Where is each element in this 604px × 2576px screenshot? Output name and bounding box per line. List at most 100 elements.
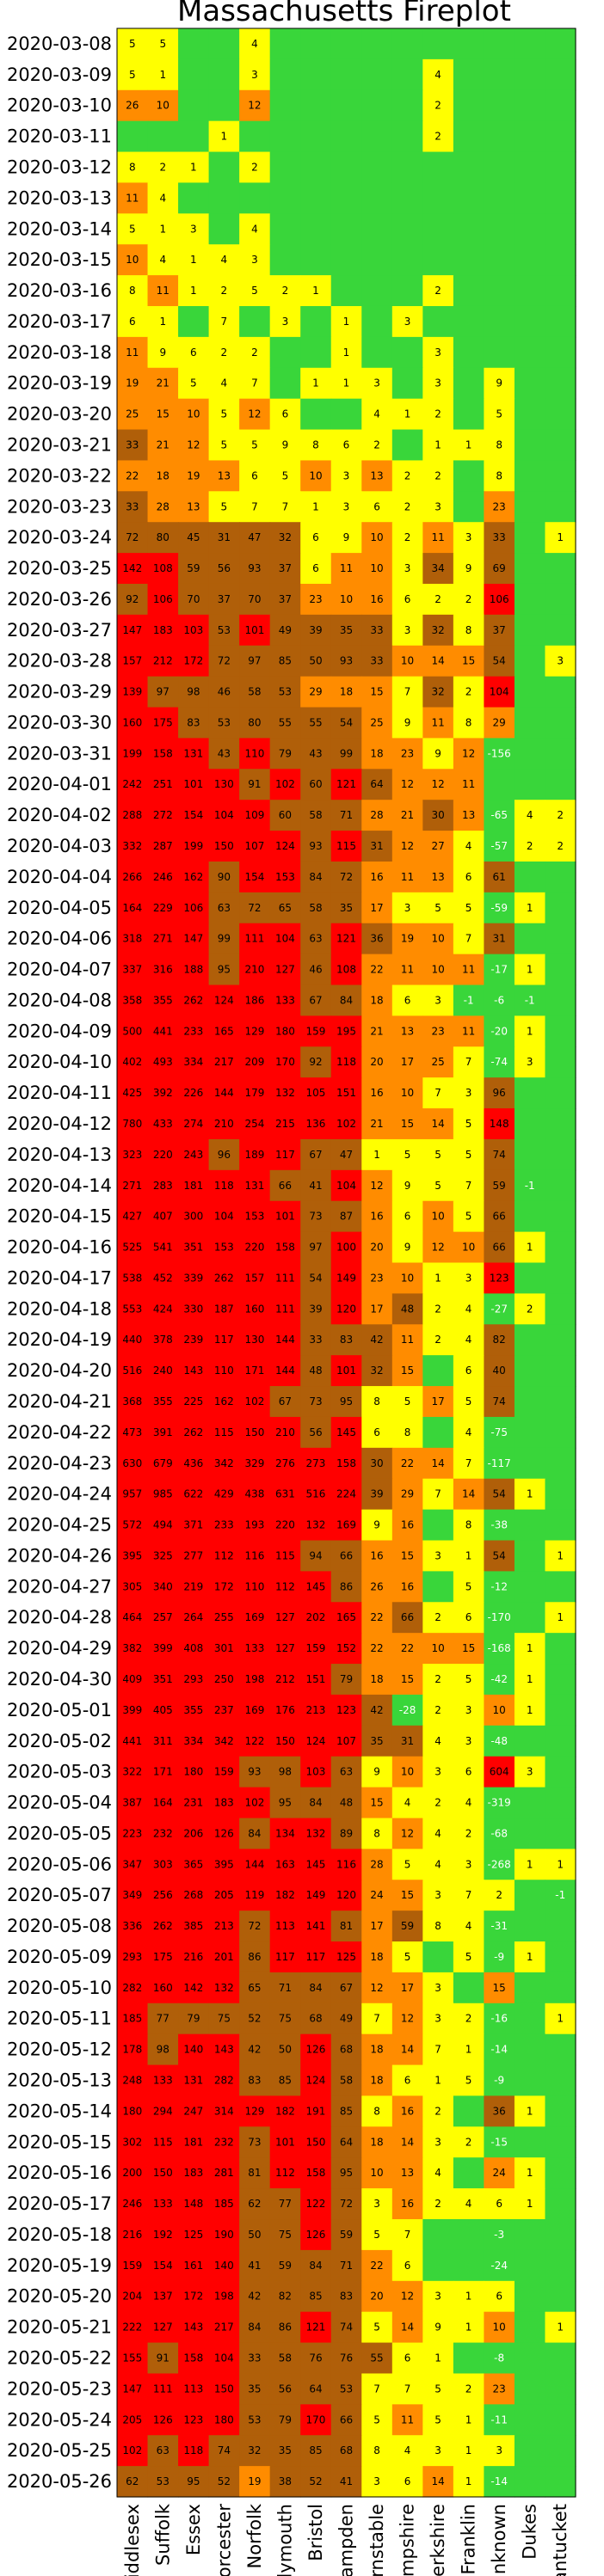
- cell-value-label: 41: [248, 2260, 261, 2272]
- heatmap-cell: [484, 614, 515, 647]
- cell-value-label: -74: [490, 1056, 508, 1068]
- heatmap-cell: [422, 583, 454, 616]
- heatmap-cell: [391, 1077, 423, 1109]
- cell-value-label: 13: [462, 809, 475, 821]
- heatmap-cell: [330, 429, 362, 462]
- row-label: 2020-04-10: [7, 1052, 112, 1072]
- heatmap-cell: [178, 1386, 210, 1418]
- heatmap-cell: [300, 1138, 332, 1171]
- cell-value-label: -59: [490, 902, 508, 914]
- cell-value-label: 46: [218, 686, 231, 698]
- cell-value-label: 33: [370, 624, 383, 636]
- heatmap-cell: [239, 1602, 271, 1634]
- heatmap-cell: [330, 1386, 362, 1418]
- heatmap-cell: [208, 151, 240, 184]
- cell-value-label: 4: [159, 254, 166, 266]
- cell-value-label: -42: [490, 1673, 508, 1685]
- heatmap-cell: [239, 676, 271, 708]
- heatmap-cell: [147, 305, 179, 338]
- heatmap-cell: [391, 892, 423, 924]
- cell-value-label: 18: [370, 1673, 383, 1685]
- row-label: 2020-05-16: [7, 2162, 112, 2183]
- heatmap-cell: [361, 1416, 393, 1449]
- cell-value-label: 112: [275, 2167, 295, 2179]
- heatmap-cell: [453, 2064, 484, 2097]
- cell-value-label: 541: [153, 1242, 173, 1254]
- row-label: 2020-03-29: [7, 682, 112, 702]
- heatmap-cell: [361, 1478, 393, 1511]
- heatmap-cell: [422, 1694, 454, 1727]
- cell-value-label: 181: [183, 1180, 203, 1192]
- heatmap-cell: [239, 1355, 271, 1387]
- heatmap-cell: [117, 676, 149, 708]
- heatmap-cell: [117, 1725, 149, 1757]
- heatmap-cell: [208, 120, 240, 153]
- heatmap-cell: [545, 800, 576, 831]
- cell-value-label: 209: [244, 1056, 264, 1068]
- heatmap-cell: [300, 583, 332, 616]
- heatmap-cell: [147, 151, 179, 184]
- cell-value-label: -68: [490, 1827, 508, 1839]
- cell-value-label: 7: [251, 377, 258, 389]
- heatmap-cell: [208, 1108, 240, 1140]
- heatmap-cell: [300, 460, 332, 492]
- heatmap-cell: [361, 1972, 393, 2004]
- heatmap-cell: [117, 831, 149, 862]
- heatmap-cell: [545, 1571, 576, 1603]
- cell-value-label: 22: [401, 1457, 414, 1469]
- heatmap-cell: [117, 1447, 149, 1480]
- cell-value-label: 198: [214, 2291, 234, 2303]
- cell-value-label: -75: [490, 1426, 508, 1438]
- heatmap-cell: [239, 1756, 271, 1788]
- heatmap-cell: [300, 1447, 332, 1480]
- heatmap-cell: [545, 1509, 576, 1542]
- heatmap-cell: [147, 738, 179, 770]
- heatmap-cell: [422, 2280, 454, 2313]
- heatmap-cell: [269, 1664, 301, 1696]
- cell-value-label: 165: [336, 1611, 356, 1623]
- heatmap-cell: [361, 28, 393, 60]
- heatmap-cell: [117, 1108, 149, 1140]
- row-label: 2020-04-02: [7, 805, 112, 825]
- cell-value-label: 124: [214, 994, 234, 1006]
- cell-value-label: 16: [370, 1087, 383, 1099]
- cell-value-label: 282: [122, 1982, 142, 1994]
- heatmap-cell: [545, 1355, 576, 1387]
- heatmap-cell: [147, 1386, 179, 1418]
- heatmap-cell: [391, 305, 423, 338]
- heatmap-cell: [391, 1386, 423, 1418]
- heatmap-cell: [422, 2126, 454, 2158]
- cell-value-label: 83: [248, 2075, 261, 2087]
- cell-value-label: 71: [340, 809, 353, 821]
- cell-value-label: 158: [336, 1457, 356, 1469]
- heatmap-cell: [269, 1077, 301, 1109]
- heatmap-cell: [545, 831, 576, 862]
- cell-value-label: 293: [183, 1673, 203, 1685]
- heatmap-cell: [361, 645, 393, 678]
- heatmap-cell: [300, 1231, 332, 1264]
- heatmap-cell: [330, 1694, 362, 1727]
- cell-value-label: 175: [153, 1951, 173, 1963]
- cell-value-label: 124: [306, 2075, 326, 2087]
- heatmap-cell: [514, 151, 546, 184]
- cell-value-label: 4: [251, 38, 258, 50]
- heatmap-cell: [300, 1941, 332, 1973]
- heatmap-cell: [361, 1756, 393, 1788]
- heatmap-cell: [147, 2033, 179, 2066]
- cell-value-label: 149: [336, 1272, 356, 1284]
- heatmap-cell: [269, 1447, 301, 1480]
- heatmap-cell: [422, 2033, 454, 2066]
- cell-value-label: 93: [340, 655, 353, 667]
- cell-value-label: 94: [309, 1549, 322, 1561]
- cell-value-label: 84: [309, 2260, 322, 2272]
- heatmap-cell: [178, 367, 210, 400]
- heatmap-cell: [422, 2157, 454, 2189]
- heatmap-cell: [453, 2188, 484, 2220]
- cell-value-label: 6: [404, 1211, 411, 1223]
- heatmap-cell: [514, 1725, 546, 1757]
- cell-value-label: 1: [435, 1272, 441, 1284]
- cell-value-label: 222: [122, 2321, 142, 2334]
- cell-value-label: 5: [129, 223, 136, 235]
- heatmap-cell: [484, 1046, 515, 1078]
- heatmap-cell: [300, 645, 332, 678]
